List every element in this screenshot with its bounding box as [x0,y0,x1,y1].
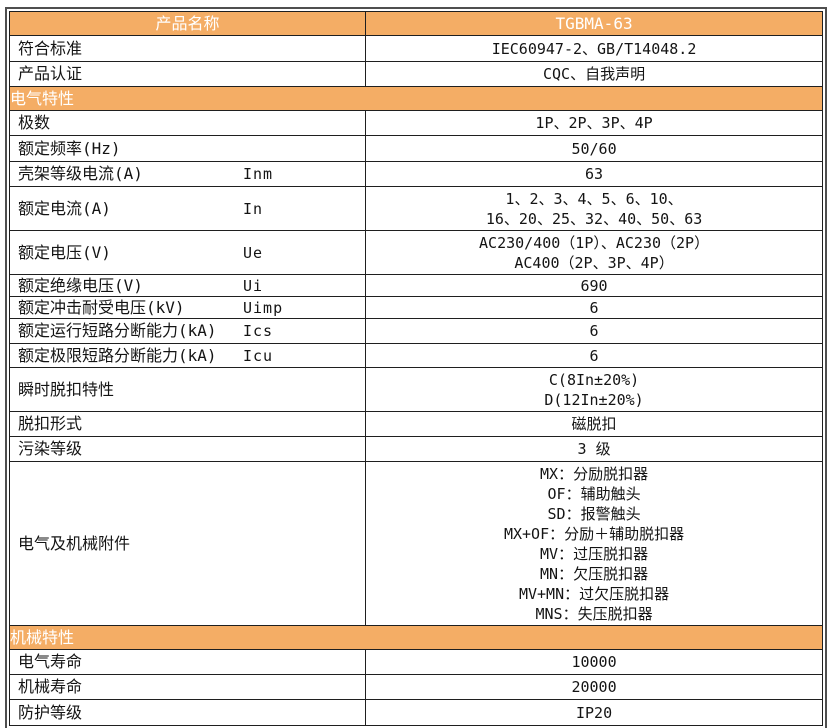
spec-value: MX：分励脱扣器 OF：辅助触头 SD：报警触头 MX+OF：分励＋辅助脱扣器 … [365,461,823,626]
spec-label: 极数 [18,113,51,132]
spec-label-cell: 脱扣形式 [8,411,367,437]
table-row: 产品认证 CQC、自我声明 [8,61,823,87]
spec-label: 机械寿命 [18,677,83,696]
spec-label: 额定电流(A) [18,198,111,218]
spec-label: 电气寿命 [18,652,83,671]
spec-label: 脱扣形式 [18,414,83,433]
spec-label-cell: 电气及机械附件 [8,461,367,626]
table-row: 额定频率(Hz) 50/60 [8,135,823,162]
table-row: 污染等级 3 级 [8,436,823,462]
table-row: 额定极限短路分断能力(kA) Icu 6 [8,343,823,368]
table-row: 电气及机械附件 MX：分励脱扣器 OF：辅助触头 SD：报警触头 MX+OF：分… [8,461,823,626]
table-row: 防护等级 IP20 [8,699,823,726]
spec-value: 50/60 [365,135,823,162]
spec-label-cell: 防护等级 [8,699,367,726]
spec-label-cell: 额定极限短路分断能力(kA) Icu [8,343,367,368]
spec-label: 额定频率(Hz) [18,138,121,158]
spec-label-cell: 机械寿命 [8,674,367,700]
spec-symbol: In [243,199,264,218]
spec-label-cell: 额定电压(V) Ue [8,230,367,275]
table-row: 瞬时脱扣特性 C(8In±20%) D(12In±20%) [8,367,823,412]
spec-label-cell: 产品认证 [8,61,367,87]
section-row: 机械特性 [9,625,823,650]
spec-label-cell: 额定运行短路分断能力(kA) Ics [8,318,367,344]
table-row: 额定电流(A) In 1、2、3、4、5、6、10、 16、20、25、32、40… [8,186,823,231]
spec-label: 防护等级 [18,702,83,722]
section-title: 机械特性 [9,625,823,650]
spec-label-cell: 瞬时脱扣特性 [8,367,367,412]
table-row: 电气寿命 10000 [8,649,823,675]
spec-value: 6 [365,296,823,319]
table-row: 额定冲击耐受电压(kV) Uimp 6 [8,296,823,319]
product-spec-table: 产品名称 TGBMA-63 符合标准 IEC60947-2、GB/T14048.… [5,7,827,728]
spec-symbol: Icu [243,346,274,365]
table-row: 额定绝缘电压(V) Ui 690 [8,274,823,297]
section-row: 电气特性 [9,86,823,111]
spec-value: 1、2、3、4、5、6、10、 16、20、25、32、40、50、63 [365,186,823,231]
product-name-header: 产品名称 [8,11,367,36]
spec-label: 瞬时脱扣特性 [18,379,115,399]
spec-label-cell: 额定冲击耐受电压(kV) Uimp [8,296,367,319]
spec-table: 产品名称 TGBMA-63 符合标准 IEC60947-2、GB/T14048.… [8,11,823,726]
spec-label-cell: 污染等级 [8,436,367,462]
spec-label: 额定冲击耐受电压(kV) [18,297,185,317]
spec-label: 额定运行短路分断能力(kA) [18,321,217,340]
spec-value: C(8In±20%) D(12In±20%) [365,367,823,412]
spec-value: AC230/400（1P）、AC230（2P） AC400（2P、3P、4P） [365,230,823,275]
spec-symbol: Ue [243,243,264,262]
spec-value: 6 [365,343,823,368]
spec-value: 20000 [365,674,823,700]
spec-value: 6 [365,318,823,344]
spec-symbol: Uimp [243,298,284,317]
spec-label: 电气及机械附件 [18,533,131,553]
spec-value: CQC、自我声明 [365,61,823,87]
header-row: 产品名称 TGBMA-63 [8,11,823,36]
table-row: 符合标准 IEC60947-2、GB/T14048.2 [8,35,823,62]
spec-label: 符合标准 [18,38,83,58]
table-row: 额定运行短路分断能力(kA) Ics 6 [8,318,823,344]
table-row: 额定电压(V) Ue AC230/400（1P）、AC230（2P） AC400（… [8,230,823,275]
spec-label: 产品认证 [18,64,83,83]
spec-label-cell: 壳架等级电流(A) Inm [8,161,367,187]
table-row: 极数 1P、2P、3P、4P [8,110,823,136]
spec-value: IEC60947-2、GB/T14048.2 [365,35,823,62]
spec-label: 额定极限短路分断能力(kA) [18,345,217,365]
spec-value: 1P、2P、3P、4P [365,110,823,136]
spec-label: 污染等级 [18,439,83,458]
table-row: 机械寿命 20000 [8,674,823,700]
spec-label-cell: 极数 [8,110,367,136]
spec-label: 额定绝缘电压(V) [18,275,143,295]
spec-label: 壳架等级电流(A) [18,164,143,183]
spec-value: 63 [365,161,823,187]
spec-label-cell: 额定频率(Hz) [8,135,367,162]
spec-value: 690 [365,274,823,297]
spec-label-cell: 额定电流(A) In [8,186,367,231]
table-row: 脱扣形式 磁脱扣 [8,411,823,437]
spec-symbol: Ics [243,322,274,340]
spec-label-cell: 符合标准 [8,35,367,62]
section-title: 电气特性 [9,86,823,111]
spec-symbol: Inm [243,165,274,183]
spec-label-cell: 电气寿命 [8,649,367,675]
spec-value: 10000 [365,649,823,675]
product-model-value: TGBMA-63 [365,11,823,36]
spec-label: 额定电压(V) [18,242,111,262]
spec-symbol: Ui [243,276,264,295]
spec-value: 3 级 [365,436,823,462]
table-row: 壳架等级电流(A) Inm 63 [8,161,823,187]
spec-value: 磁脱扣 [365,411,823,437]
spec-label-cell: 额定绝缘电压(V) Ui [8,274,367,297]
spec-value: IP20 [365,699,823,726]
